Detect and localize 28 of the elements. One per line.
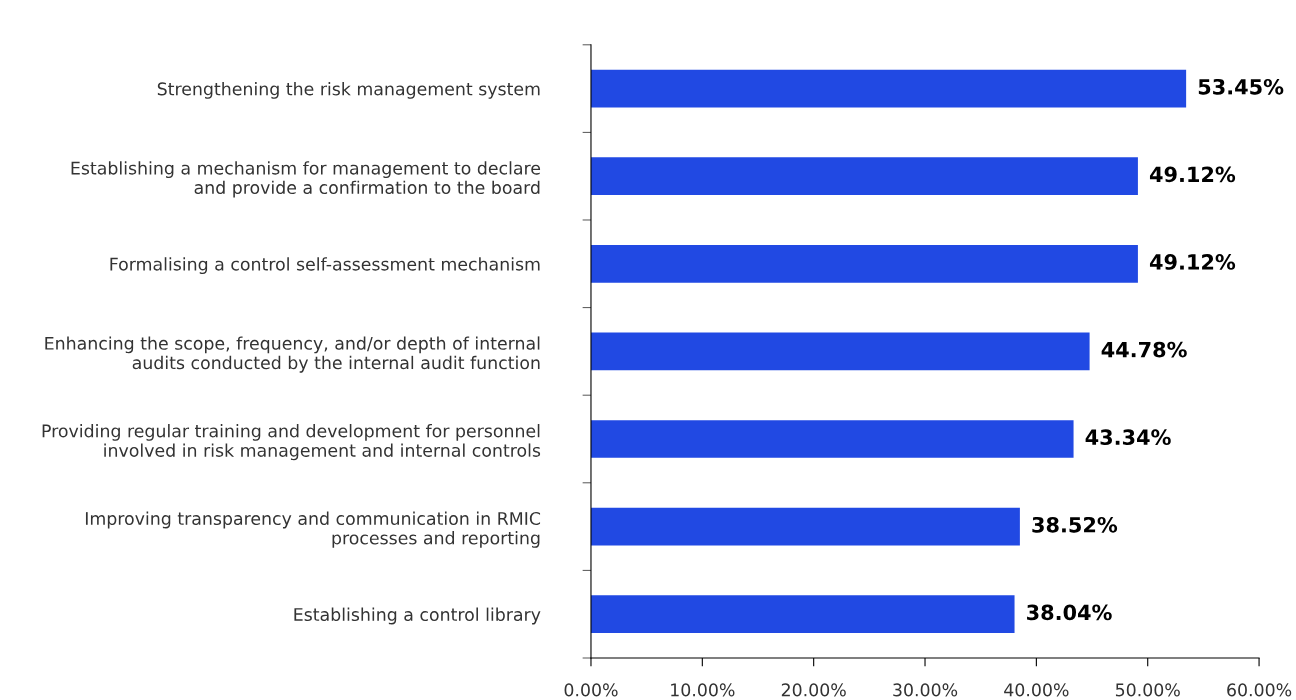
data-label: 38.52% xyxy=(1032,516,1118,533)
y-tick-label: Formalising a control self-assessment mechanism xyxy=(110,257,540,275)
y-tick-label: Establishing a mechanism for management to declare and provide a confirmation to the board xyxy=(71,161,541,198)
x-tick-label: 60.00% xyxy=(1227,683,1292,697)
y-tick-label: Providing regular training and development for personnel involved in risk management and internal controls xyxy=(42,424,541,461)
y-tick-label: Strengthening the risk management system xyxy=(157,82,540,99)
bar xyxy=(590,244,1138,283)
data-label: 49.12% xyxy=(1149,166,1236,183)
x-tick-label: 0.00% xyxy=(564,683,618,697)
data-label: 49.12% xyxy=(1149,254,1236,270)
data-label: 43.34% xyxy=(1085,429,1171,446)
x-tick-label: 10.00% xyxy=(671,683,735,697)
x-tick-label: 50.00% xyxy=(1115,683,1180,697)
bar xyxy=(590,157,1138,196)
y-tick-label: Establishing a control library xyxy=(294,607,541,625)
bar xyxy=(590,420,1074,458)
data-label: 44.78% xyxy=(1101,341,1187,358)
bar xyxy=(590,595,1015,634)
x-tick-label: 40.00% xyxy=(1004,683,1069,697)
y-tick-label: Improving transparency and communication in RMIC processes and reporting xyxy=(85,511,541,548)
x-tick-label: 30.00% xyxy=(893,683,958,697)
bar xyxy=(590,507,1020,546)
data-label: 53.45% xyxy=(1198,78,1284,95)
y-tick-label: Enhancing the scope, frequency, and/or depth of internal audits conducted by the internal audit function xyxy=(45,336,540,373)
bar xyxy=(590,69,1187,108)
x-tick-label: 20.00% xyxy=(781,683,846,697)
data-label: 38.04% xyxy=(1027,604,1112,621)
bar xyxy=(590,332,1090,371)
